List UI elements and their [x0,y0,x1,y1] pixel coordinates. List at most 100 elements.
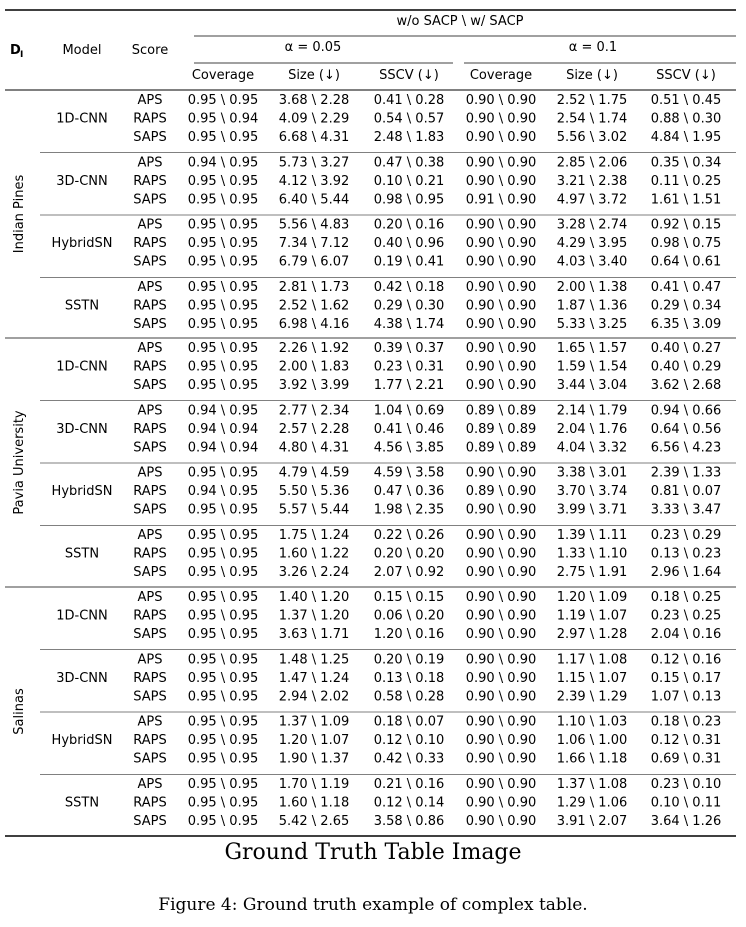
table-cell: 2.00 \ 1.38 [557,280,628,295]
table-cell: 6.35 \ 3.09 [651,317,722,332]
score-name: SAPS [133,317,166,332]
score-name: RAPS [133,174,167,189]
table-cell: 0.89 \ 0.90 [466,484,537,499]
table-cell: 0.95 \ 0.95 [188,777,259,792]
header-metric-size-005: Size (↓) [288,68,340,83]
table-cell: 4.29 \ 3.95 [557,236,628,251]
score-name: RAPS [133,422,167,437]
table-cell: 0.95 \ 0.95 [188,752,259,767]
table-cell: 0.89 \ 0.89 [466,440,537,455]
table-rules [5,9,736,837]
score-name: SAPS [133,814,166,829]
table-cell: 2.96 \ 1.64 [651,565,722,580]
table-cell: 0.95 \ 0.95 [188,609,259,624]
table-cell: 4.04 \ 3.32 [557,440,628,455]
table-cell: 0.90 \ 0.90 [466,590,537,605]
table-header: D I Model Score w/o SACP \ w/ SACP α = 0… [10,14,716,83]
score-name: RAPS [133,671,167,686]
table-cell: 0.18 \ 0.25 [651,590,722,605]
header-metric-sscv-005: SSCV (↓) [379,68,439,83]
model-name: HybridSN [52,236,113,251]
table-cell: 0.18 \ 0.23 [651,715,722,730]
table-cell: 0.47 \ 0.36 [374,484,445,499]
score-name: APS [138,155,163,170]
table-cell: 2.97 \ 1.28 [557,627,628,642]
table-cell: 0.12 \ 0.31 [651,733,722,748]
table-cell: 0.98 \ 0.75 [651,236,722,251]
table-cell: 0.90 \ 0.90 [466,236,537,251]
table-cell: 1.37 \ 1.20 [279,609,350,624]
model-name: SSTN [65,795,99,810]
header-dataset-subscript: I [20,50,23,60]
table-cell: 0.94 \ 0.66 [651,403,722,418]
table-cell: 0.40 \ 0.27 [651,341,722,356]
table-cell: 0.06 \ 0.20 [374,609,445,624]
table-cell: 0.94 \ 0.95 [188,155,259,170]
table-cell: 2.39 \ 1.29 [557,689,628,704]
table-cell: 2.75 \ 1.91 [557,565,628,580]
table-cell: 0.23 \ 0.10 [651,777,722,792]
table-cell: 0.95 \ 0.95 [188,689,259,704]
table-cell: 0.90 \ 0.90 [466,503,537,518]
figure-title: Ground Truth Table Image [224,840,522,865]
score-name: SAPS [133,440,166,455]
table-cell: 0.54 \ 0.57 [374,112,445,127]
table-cell: 1.60 \ 1.22 [279,546,350,561]
table-cell: 0.90 \ 0.90 [466,777,537,792]
table-cell: 0.12 \ 0.16 [651,652,722,667]
table-cell: 1.87 \ 1.36 [557,298,628,313]
table-cell: 3.70 \ 3.74 [557,484,628,499]
table-cell: 6.79 \ 6.07 [279,255,350,270]
table-cell: 5.57 \ 5.44 [279,503,350,518]
table-cell: 3.99 \ 3.71 [557,503,628,518]
score-name: RAPS [133,360,167,375]
table-cell: 2.52 \ 1.75 [557,93,628,108]
table-cell: 0.47 \ 0.38 [374,155,445,170]
table-cell: 0.95 \ 0.95 [188,236,259,251]
table-cell: 2.57 \ 2.28 [279,422,350,437]
table-cell: 2.26 \ 1.92 [279,341,350,356]
table-cell: 5.33 \ 3.25 [557,317,628,332]
table-cell: 0.18 \ 0.07 [374,715,445,730]
table-cell: 0.95 \ 0.95 [188,546,259,561]
table-cell: 0.95 \ 0.95 [188,715,259,730]
dataset-label: Salinas [12,688,27,735]
table-cell: 0.90 \ 0.90 [466,715,537,730]
table-cell: 1.20 \ 1.07 [279,733,350,748]
model-name: 1D-CNN [56,609,108,624]
table-cell: 0.81 \ 0.07 [651,484,722,499]
score-name: RAPS [133,112,167,127]
table-cell: 0.95 \ 0.95 [188,565,259,580]
table-cell: 2.39 \ 1.33 [651,466,722,481]
table-cell: 0.95 \ 0.95 [188,317,259,332]
table-cell: 1.37 \ 1.08 [557,777,628,792]
score-name: APS [138,341,163,356]
header-metric-coverage-005: Coverage [192,68,254,83]
table-cell: 3.38 \ 3.01 [557,466,628,481]
table-cell: 0.90 \ 0.90 [466,174,537,189]
table-cell: 1.04 \ 0.69 [374,403,445,418]
table-cell: 0.42 \ 0.33 [374,752,445,767]
header-metric-size-01: Size (↓) [566,68,618,83]
table-cell: 0.95 \ 0.95 [188,733,259,748]
table-cell: 0.90 \ 0.90 [466,317,537,332]
table-cell: 4.97 \ 3.72 [557,192,628,207]
table-cell: 0.90 \ 0.90 [466,218,537,233]
table-cell: 0.95 \ 0.95 [188,528,259,543]
score-name: SAPS [133,378,166,393]
table-cell: 3.68 \ 2.28 [279,93,350,108]
table-cell: 0.94 \ 0.94 [188,440,259,455]
table-cell: 0.22 \ 0.26 [374,528,445,543]
table-cell: 1.90 \ 1.37 [279,752,350,767]
table-cell: 0.90 \ 0.90 [466,155,537,170]
table-cell: 3.62 \ 2.68 [651,378,722,393]
header-score: Score [132,43,168,58]
table-cell: 0.91 \ 0.90 [466,192,537,207]
table-cell: 0.95 \ 0.95 [188,652,259,667]
score-name: RAPS [133,733,167,748]
score-name: SAPS [133,255,166,270]
table-cell: 0.94 \ 0.94 [188,422,259,437]
table-cell: 4.59 \ 3.58 [374,466,445,481]
table-cell: 0.95 \ 0.95 [188,627,259,642]
table-cell: 1.07 \ 0.13 [651,689,722,704]
